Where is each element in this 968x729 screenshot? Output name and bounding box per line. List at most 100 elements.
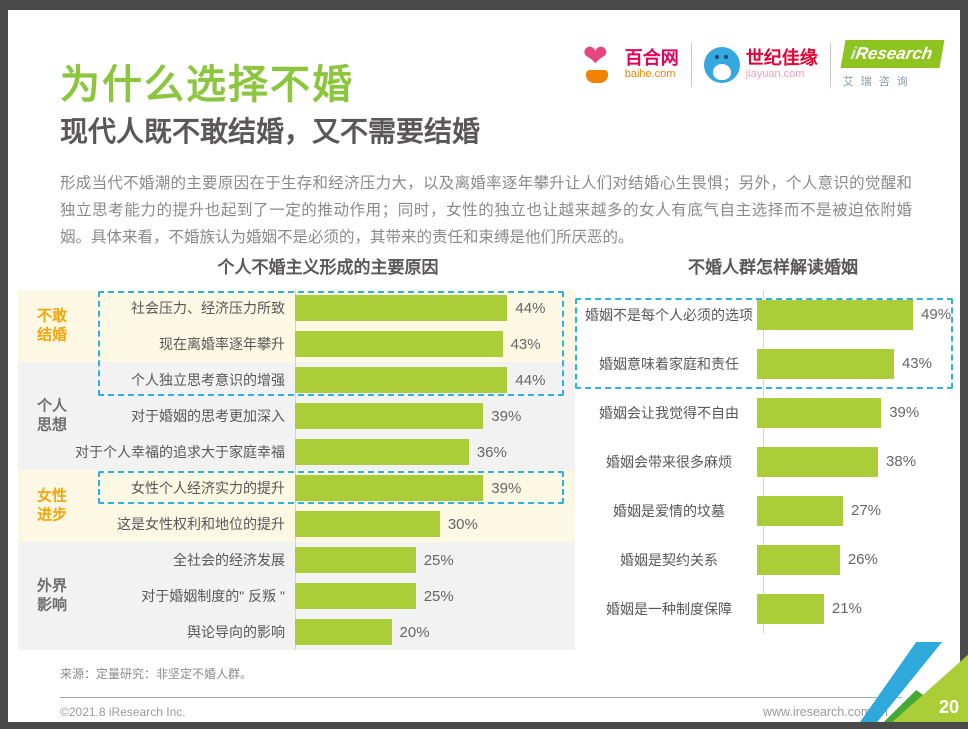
bar-label: 全社会的经济发展	[173, 552, 285, 568]
bar	[295, 619, 392, 645]
website-link[interactable]: www.iresearch.com.cn	[762, 705, 888, 719]
jiayuan-logo: 世纪佳缘 jiayuan.com	[703, 46, 818, 83]
bar	[295, 547, 416, 573]
bar-row: 女性个人经济实力的提升 39%	[18, 470, 575, 506]
page-number: 20	[938, 697, 959, 717]
bar-value: 26%	[847, 551, 878, 568]
bar-label: 婚姻会让我觉得不自由	[599, 404, 739, 421]
footer-divider	[60, 697, 902, 698]
bar	[295, 403, 484, 429]
bar	[295, 475, 484, 501]
source-note: 来源：定量研究：非坚定不婚人群。	[60, 667, 253, 681]
bar-value: 39%	[491, 479, 522, 497]
bar-label: 对于个人幸福的追求大于家庭幸福	[75, 444, 285, 460]
jiayuan-domain: jiayuan.com	[745, 68, 805, 81]
bar-value: 49%	[921, 306, 952, 323]
group-label: 个人思想	[36, 397, 67, 433]
bar-row: 婚姻不是每个人必须的选项 49%	[585, 290, 960, 339]
bar-value: 27%	[851, 502, 882, 519]
left-chart-body: 不敢结婚个人思想女性进步外界影响 社会压力、经济压力所致 44% 现在离婚率逐年攀升 4…	[18, 290, 575, 650]
intro-paragraph: 形成当代不婚潮的主要原因在于生存和经济压力大，以及离婚率逐年攀升让人们对结婚心生…	[60, 175, 912, 247]
bar-row: 对于婚姻制度的" 反叛 " 25%	[18, 578, 575, 614]
bar-label: 婚姻会带来很多麻烦	[606, 453, 732, 470]
bar-label: 婚姻意味着家庭和责任	[599, 355, 739, 372]
bar	[757, 495, 843, 526]
bar-label: 婚姻是契约关系	[620, 551, 718, 568]
bar-label: 这是女性权利和地位的提升	[117, 516, 285, 532]
logo-divider	[690, 42, 692, 87]
bar-row: 舆论导向的影响 20%	[18, 614, 575, 650]
bar-value: 43%	[901, 355, 932, 372]
iresearch-wordmark: iResearch	[840, 40, 945, 68]
iresearch-cn: 艾瑞咨询	[842, 76, 915, 88]
bar-label: 对于婚姻的思考更加深入	[131, 408, 285, 424]
group-label: 女性进步	[36, 487, 67, 523]
bar-value: 44%	[515, 371, 546, 389]
bar-value: 38%	[886, 453, 917, 470]
bar-value: 39%	[889, 404, 920, 421]
left-chart-title: 个人不婚主义形成的主要原因	[217, 258, 439, 277]
report-page: 为什么选择不婚 ❤ 百合网 baihe.com 世纪佳缘 jiayuan.com	[8, 10, 960, 722]
bar-value: 20%	[399, 623, 430, 641]
heart-icon: ❤	[583, 40, 619, 85]
bar-value: 21%	[831, 600, 862, 617]
jiayuan-name: 世纪佳缘	[745, 47, 818, 68]
right-chart-body: 婚姻不是每个人必须的选项 49% 婚姻意味着家庭和责任 43% 婚姻会让我觉得不自由 39…	[575, 290, 960, 633]
bar-label: 舆论导向的影响	[187, 624, 285, 640]
bar-label: 现在离婚率逐年攀升	[159, 336, 285, 352]
bar	[757, 544, 840, 575]
logo-divider	[829, 42, 831, 87]
group-label: 外界影响	[36, 577, 67, 613]
copyright-text: ©2021.8 iResearch Inc.	[60, 705, 186, 719]
bar	[757, 446, 879, 477]
bar-row: 对于婚姻的思考更加深入 39%	[18, 398, 575, 434]
bar	[295, 439, 469, 465]
bar-row: 婚姻是一种制度保障 21%	[585, 584, 960, 633]
bar-value: 25%	[423, 587, 454, 605]
bar-value: 43%	[510, 335, 541, 353]
bar-row: 个人独立思考意识的增强 44%	[18, 362, 575, 398]
bar-label: 女性个人经济实力的提升	[131, 480, 285, 496]
iresearch-logo: iResearch 艾瑞咨询	[840, 40, 945, 89]
page-title: 为什么选择不婚	[60, 63, 354, 107]
bar	[757, 593, 824, 624]
baihe-name: 百合网	[624, 47, 679, 68]
bar	[757, 299, 914, 330]
bar-label: 婚姻是爱情的坟墓	[613, 502, 725, 519]
bar	[295, 367, 508, 393]
bar	[295, 295, 508, 321]
brand-logos: ❤ 百合网 baihe.com 世纪佳缘 jiayuan.com iResear…	[583, 40, 945, 89]
bar-value: 44%	[515, 299, 546, 317]
bar-value: 25%	[423, 551, 454, 569]
bar-label: 对于婚姻制度的" 反叛 "	[141, 588, 285, 604]
bar-row: 婚姻是爱情的坟墓 27%	[585, 486, 960, 535]
bar	[295, 583, 416, 609]
axis-line	[295, 290, 296, 650]
page-subtitle: 现代人既不敢结婚，又不需要结婚	[60, 116, 481, 147]
bar	[295, 511, 440, 537]
bar-value: 30%	[447, 515, 478, 533]
bar	[757, 348, 894, 379]
bar-label: 婚姻不是每个人必须的选项	[585, 306, 753, 323]
bar	[295, 331, 503, 357]
bar-label: 婚姻是一种制度保障	[606, 600, 732, 617]
bar-row: 现在离婚率逐年攀升 43%	[18, 326, 575, 362]
penguin-icon	[703, 46, 740, 83]
bar-row: 对于个人幸福的追求大于家庭幸福 36%	[18, 434, 575, 470]
group-label: 不敢结婚	[36, 307, 67, 343]
bar-value: 36%	[476, 443, 507, 461]
right-chart-title: 不婚人群怎样解读婚姻	[688, 258, 858, 277]
bar-label: 社会压力、经济压力所致	[131, 300, 285, 316]
baihe-domain: baihe.com	[624, 68, 676, 81]
bar-row: 社会压力、经济压力所致 44%	[18, 290, 575, 326]
bar-row: 全社会的经济发展 25%	[18, 542, 575, 578]
bar-label: 个人独立思考意识的增强	[131, 372, 285, 388]
bar-row: 婚姻意味着家庭和责任 43%	[585, 339, 960, 388]
corner-decoration: 20	[860, 642, 968, 722]
bar-row: 这是女性权利和地位的提升 30%	[18, 506, 575, 542]
bar-row: 婚姻会带来很多麻烦 38%	[585, 437, 960, 486]
baihe-logo: ❤ 百合网 baihe.com	[583, 40, 679, 85]
bar-value: 39%	[491, 407, 522, 425]
bar-row: 婚姻是契约关系 26%	[585, 535, 960, 584]
bar	[757, 397, 882, 428]
